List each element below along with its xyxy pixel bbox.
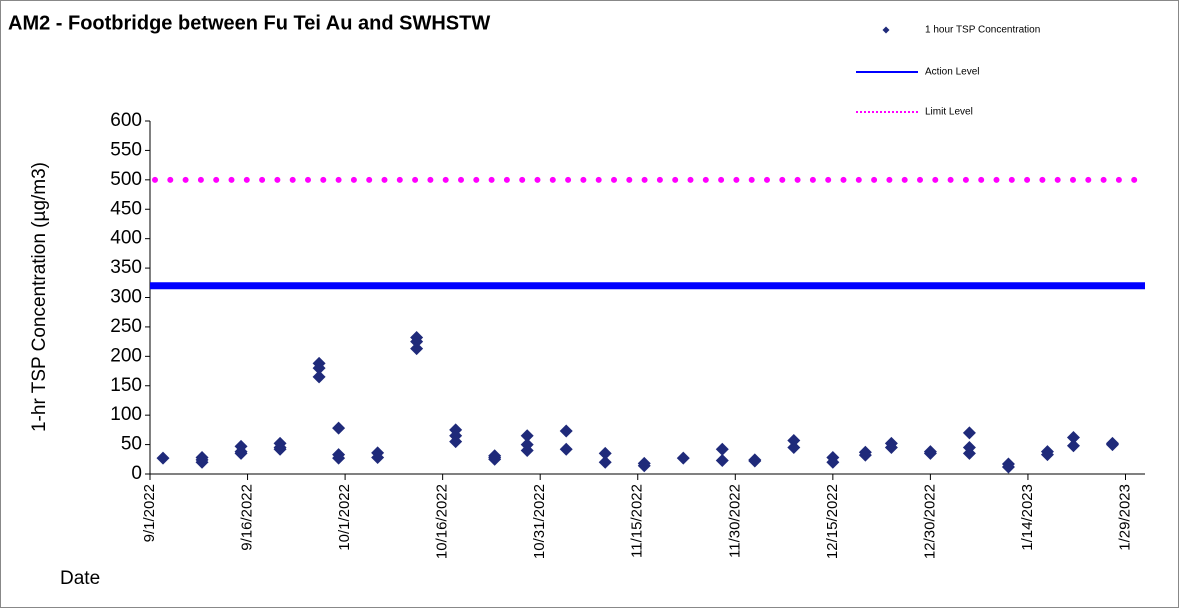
data-point	[488, 452, 502, 466]
data-point	[332, 421, 346, 435]
data-point	[858, 448, 872, 462]
data-point	[787, 433, 801, 447]
x-tick-label: 10/31/2022	[531, 484, 548, 559]
data-point	[559, 442, 573, 456]
y-tick-label: 250	[110, 316, 142, 337]
y-tick-label: 400	[110, 228, 142, 249]
data-point	[520, 443, 534, 457]
x-tick-label: 12/30/2022	[921, 484, 938, 559]
y-tick-label: 500	[110, 169, 142, 190]
legend-label: Limit Level	[925, 107, 973, 118]
y-tick-label: 0	[131, 463, 142, 484]
x-tick-label: 10/16/2022	[434, 484, 451, 559]
legend-label: 1 hour TSP Concentration	[925, 25, 1040, 36]
data-point	[312, 370, 326, 384]
y-tick-label: 550	[110, 139, 142, 160]
y-tick-label: 200	[110, 345, 142, 366]
data-point	[748, 454, 762, 468]
data-point	[1066, 431, 1080, 445]
data-point	[715, 442, 729, 456]
data-point	[332, 451, 346, 465]
data-point	[410, 335, 424, 349]
x-tick-label: 1/14/2023	[1019, 484, 1036, 551]
data-point	[559, 424, 573, 438]
data-point	[637, 459, 651, 473]
x-tick-label: 10/1/2022	[336, 484, 353, 551]
data-point	[449, 435, 463, 449]
y-tick-label: 300	[110, 287, 142, 308]
data-point	[371, 451, 385, 465]
y-tick-label: 450	[110, 198, 142, 219]
x-tick-label: 9/16/2022	[239, 484, 256, 551]
data-point	[312, 361, 326, 375]
data-point	[273, 441, 287, 455]
data-point	[1105, 438, 1119, 452]
y-tick-label: 100	[110, 404, 142, 425]
data-point	[520, 429, 534, 443]
data-point	[923, 446, 937, 460]
data-point	[826, 455, 840, 469]
data-point	[1040, 448, 1054, 462]
x-axis-label: Date	[60, 568, 100, 589]
data-point	[962, 446, 976, 460]
data-point	[410, 342, 424, 356]
data-point	[715, 453, 729, 467]
data-point	[787, 441, 801, 455]
data-point	[156, 451, 170, 465]
data-point	[1066, 439, 1080, 453]
x-tick-label: 12/15/2022	[824, 484, 841, 559]
data-point	[1001, 460, 1015, 474]
y-tick-label: 600	[110, 110, 142, 131]
x-tick-label: 11/15/2022	[629, 484, 646, 558]
data-point	[234, 445, 248, 459]
x-tick-label: 9/1/2022	[141, 484, 158, 542]
legend-marker	[882, 26, 890, 34]
data-point	[884, 441, 898, 455]
data-point	[676, 451, 690, 465]
x-tick-label: 1/29/2023	[1116, 484, 1133, 551]
y-tick-label: 150	[110, 375, 142, 396]
y-axis-label: 1-hr TSP Concentration (µg/m3)	[29, 162, 50, 432]
y-tick-label: 350	[110, 257, 142, 278]
data-point	[962, 426, 976, 440]
legend-label: Action Level	[925, 67, 979, 78]
y-tick-label: 50	[121, 434, 142, 455]
data-point	[598, 446, 612, 460]
data-point	[598, 455, 612, 469]
data-point	[195, 453, 209, 467]
x-tick-label: 11/30/2022	[726, 484, 743, 558]
chart-title: AM2 - Footbridge between Fu Tei Au and S…	[8, 12, 490, 34]
